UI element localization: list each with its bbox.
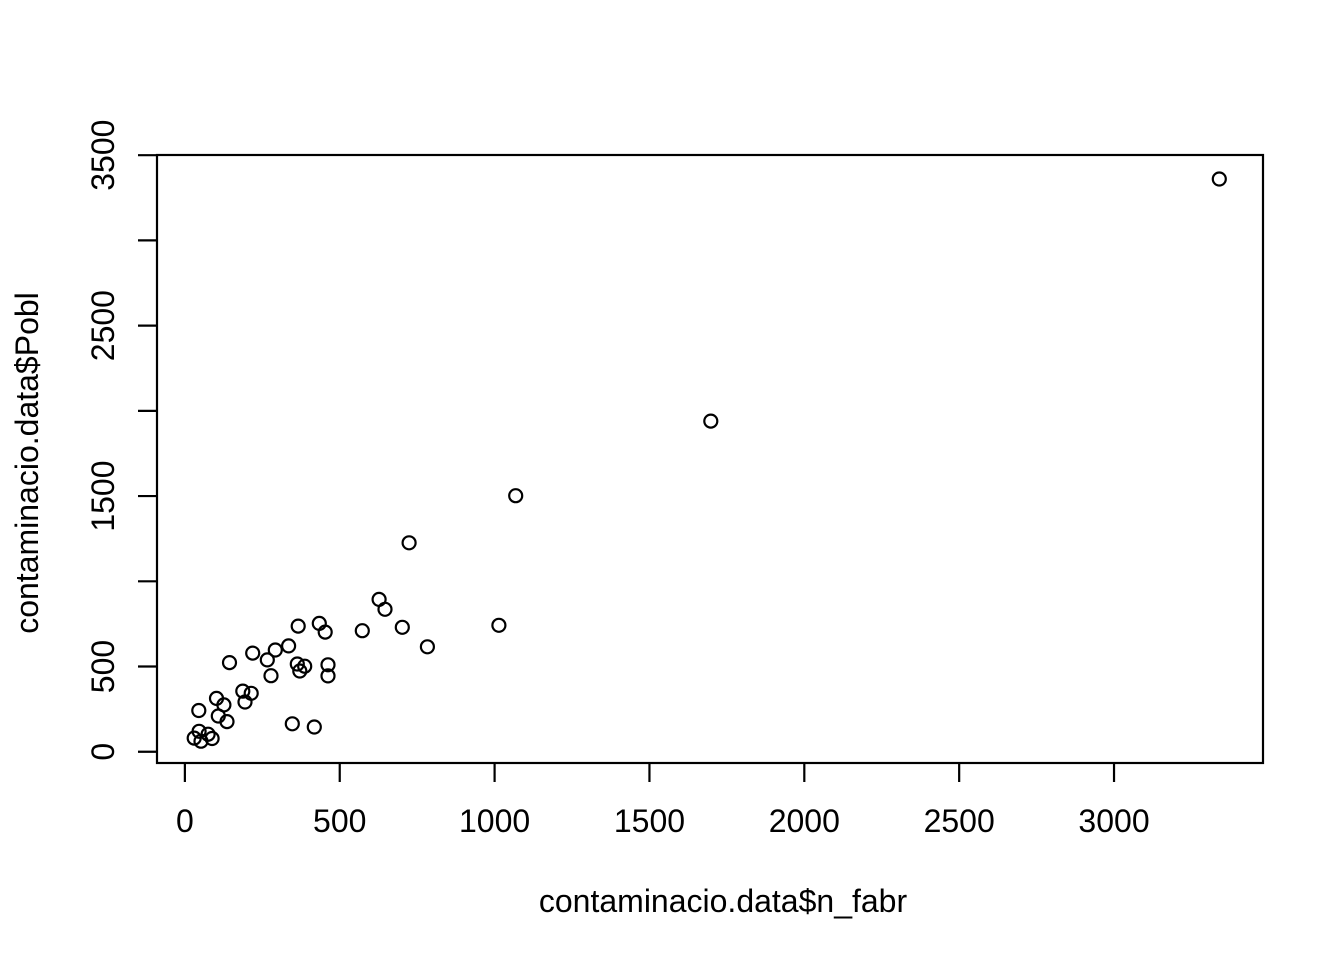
data-point	[208, 690, 225, 707]
data-point	[235, 683, 251, 699]
x-tick-label: 1000	[459, 803, 530, 839]
data-point	[237, 694, 253, 710]
data-point	[401, 535, 417, 551]
x-tick-label: 0	[176, 803, 194, 839]
data-point	[292, 663, 308, 679]
data-point	[491, 617, 507, 633]
data-point	[210, 708, 226, 724]
data-point	[263, 668, 279, 684]
data-point	[419, 639, 435, 655]
data-point	[354, 623, 370, 639]
data-point	[267, 642, 283, 658]
data-point	[245, 645, 261, 661]
data-point	[193, 733, 209, 749]
x-tick-label: 1500	[614, 803, 685, 839]
x-tick-label: 2500	[924, 803, 995, 839]
y-tick-label: 3500	[85, 120, 121, 191]
data-point	[191, 702, 207, 719]
y-tick-label: 500	[85, 640, 121, 693]
data-point	[290, 618, 306, 634]
data-point	[371, 591, 387, 608]
data-point	[221, 654, 238, 671]
data-point	[508, 488, 524, 504]
y-tick-label: 2500	[85, 290, 121, 361]
data-point	[1211, 171, 1227, 187]
y-axis-title: contaminacio.data$Pobl	[9, 292, 45, 634]
data-point	[320, 657, 336, 673]
x-axis-title: contaminacio.data$n_fabr	[539, 883, 908, 919]
data-point	[186, 730, 202, 746]
data-point	[259, 652, 275, 668]
plot-border	[155, 153, 1265, 765]
x-tick-label: 2000	[769, 803, 840, 839]
data-point	[204, 730, 220, 747]
data-point	[297, 658, 313, 674]
x-tick-label: 3000	[1078, 803, 1149, 839]
y-tick-label: 0	[85, 743, 121, 761]
data-point	[703, 413, 719, 429]
data-point	[289, 656, 305, 672]
data-point	[306, 719, 322, 735]
data-point	[311, 615, 327, 632]
data-point	[284, 716, 300, 732]
data-point	[320, 668, 336, 684]
x-tick-label: 500	[313, 803, 366, 839]
data-point	[281, 638, 297, 654]
data-point	[394, 619, 410, 635]
y-tick-label: 1500	[85, 460, 121, 531]
